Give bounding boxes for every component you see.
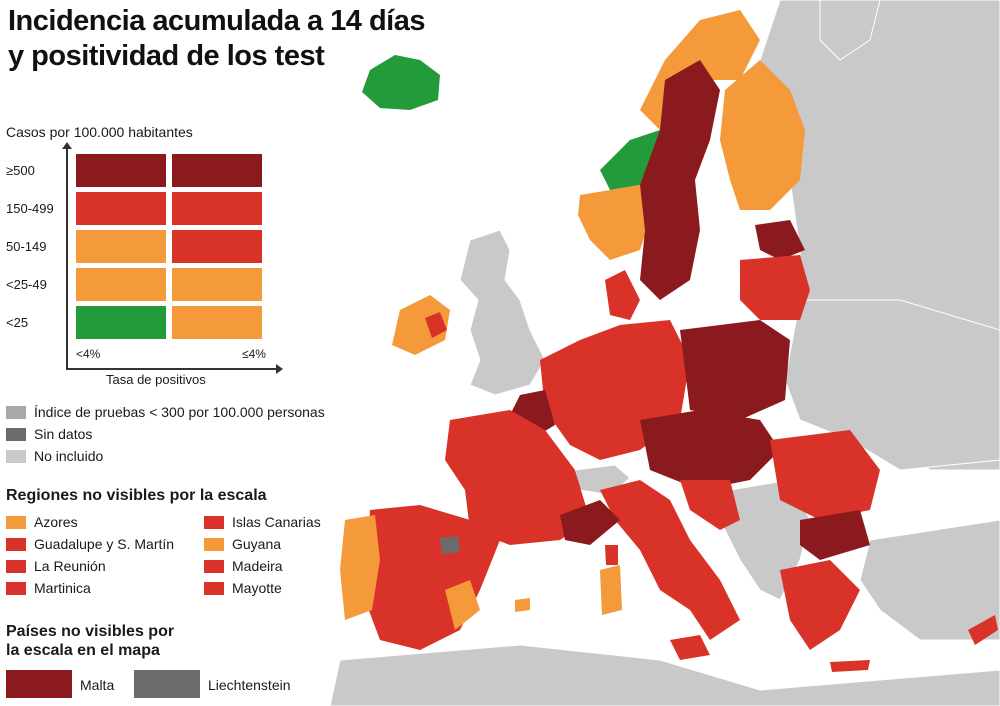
central-europe-regions <box>445 320 998 672</box>
ireland-region <box>392 295 450 355</box>
region-item-guyana: Guyana <box>204 536 281 552</box>
scale-cell-high-positivity <box>172 268 262 301</box>
iceland-region <box>362 55 440 110</box>
x-axis-arrow <box>66 364 283 374</box>
title-line-1: Incidencia acumulada a 14 días <box>8 5 425 37</box>
region-item-canarias: Islas Canarias <box>204 514 321 530</box>
regions-section-title: Regiones no visibles por la escala <box>6 487 267 504</box>
region-item-mayotte: Mayotte <box>204 580 282 596</box>
region-label: Martinica <box>34 580 91 596</box>
region-label: Guadalupe y S. Martín <box>34 536 175 552</box>
liechtenstein-swatch <box>134 670 200 698</box>
region-item-martinica: Martinica <box>6 580 91 596</box>
x-axis-title: Tasa de positivos <box>106 372 206 387</box>
region-item-madeira: Madeira <box>204 558 283 574</box>
malta-label: Malta <box>80 677 115 693</box>
finland-region <box>720 60 805 210</box>
northern-ireland-region <box>425 312 447 338</box>
legend-label: Sin datos <box>34 426 93 442</box>
denmark-region <box>605 270 640 320</box>
region-swatch <box>6 581 26 595</box>
countries-title-line-2: la escala en el mapa <box>6 642 160 659</box>
region-swatch <box>6 559 26 573</box>
region-item-reunion: La Reunión <box>6 558 106 574</box>
legend-label: Índice de pruebas < 300 por 100.000 pers… <box>34 404 325 420</box>
region-label: Islas Canarias <box>232 514 321 530</box>
region-label: La Reunión <box>34 558 106 574</box>
scale-row-label: <25 <box>6 315 29 330</box>
region-item-guadalupe: Guadalupe y S. Martín <box>6 536 174 552</box>
countries-section-title: Países no visibles por la escala en el m… <box>6 622 174 660</box>
legend-label: No incluido <box>34 448 104 464</box>
scale-cell-high-positivity <box>172 230 262 263</box>
scale-row-label: 50-149 <box>6 239 47 254</box>
liechtenstein-label: Liechtenstein <box>208 677 291 693</box>
scale-cell-low-positivity <box>76 268 166 301</box>
title-line-2: y positividad de los test <box>8 40 325 72</box>
scale-cell-high-positivity <box>172 306 262 339</box>
region-label: Mayotte <box>232 580 282 596</box>
legend-swatch <box>6 449 26 463</box>
x-axis-left-label: <4% <box>76 347 101 361</box>
scale-cell-low-positivity <box>76 306 166 339</box>
region-label: Madeira <box>232 558 283 574</box>
scale-cell-low-positivity <box>76 154 166 187</box>
region-label: Guyana <box>232 536 282 552</box>
y-axis-arrow <box>62 142 72 370</box>
scale-cell-high-positivity <box>172 154 262 187</box>
region-swatch <box>204 559 224 573</box>
region-swatch <box>204 515 224 529</box>
legend-swatch <box>6 427 26 441</box>
sweden-region <box>640 60 720 300</box>
region-swatch <box>204 537 224 551</box>
countries-title-line-1: Países no visibles por <box>6 623 175 640</box>
scale-row-label: ≥500 <box>6 163 35 178</box>
region-swatch <box>6 537 26 551</box>
region-item-azores: Azores <box>6 514 78 530</box>
malta-swatch <box>6 670 72 698</box>
scale-row-label: 150-499 <box>6 201 54 216</box>
scale-cell-low-positivity <box>76 230 166 263</box>
legend-swatch <box>6 405 26 419</box>
scale-row-label: <25-49 <box>6 277 47 292</box>
region-swatch <box>6 515 26 529</box>
legend-item-low-testing: Índice de pruebas < 300 por 100.000 pers… <box>6 404 325 420</box>
baltic-regions <box>740 220 810 320</box>
map-title: Incidencia acumulada a 14 días y positiv… <box>8 4 425 74</box>
scale-title: Casos por 100.000 habitantes <box>6 124 193 140</box>
iberia-regions <box>340 505 530 650</box>
x-axis-right-label: ≤4% <box>242 347 266 361</box>
scale-cell-low-positivity <box>76 192 166 225</box>
legend-item-not-included: No incluido <box>6 448 103 464</box>
region-swatch <box>204 581 224 595</box>
scale-cell-high-positivity <box>172 192 262 225</box>
region-label: Azores <box>34 514 78 530</box>
legend-item-no-data: Sin datos <box>6 426 92 442</box>
